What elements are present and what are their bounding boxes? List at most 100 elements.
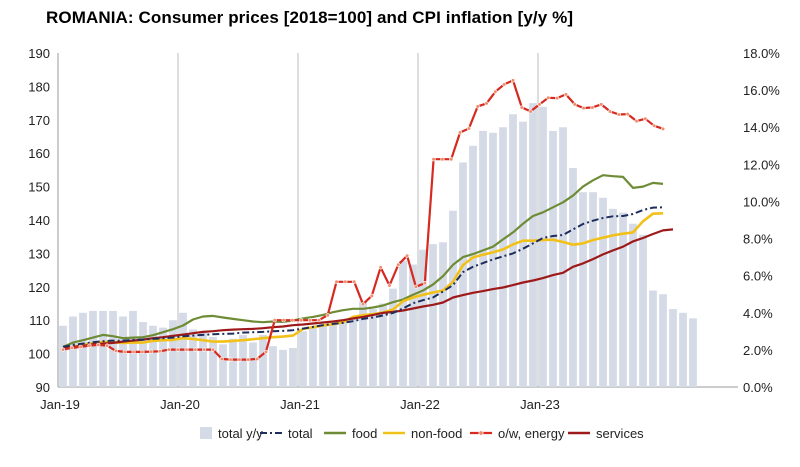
y-left-tick-label: 140 [28, 213, 50, 228]
bar-total-yy [519, 121, 527, 388]
energy-marker [96, 342, 101, 348]
energy-marker [316, 318, 321, 323]
energy-marker [625, 112, 630, 117]
bar-total-yy [399, 260, 407, 387]
energy-marker [131, 349, 136, 355]
legend-item-5-label: o/w, energy [498, 426, 565, 441]
bar-total-yy [229, 338, 237, 387]
x-tick-label: Jan-22 [400, 397, 440, 412]
energy-marker [449, 157, 454, 162]
y-right-tick-label: 8.0% [743, 232, 773, 247]
bar-total-yy [349, 318, 357, 387]
energy-marker [255, 356, 260, 362]
y-left-tick-label: 190 [28, 46, 50, 61]
bar-total-yy [189, 329, 197, 387]
bar-total-yy [619, 212, 627, 387]
y-right-tick-label: 2.0% [743, 343, 773, 358]
legend-item-4-label: non-food [411, 426, 462, 441]
y-left-tick-label: 100 [28, 347, 50, 362]
energy-marker [431, 157, 436, 162]
bar-total-yy [59, 325, 67, 387]
energy-marker [519, 105, 524, 110]
bar-total-yy [419, 249, 427, 387]
energy-marker [581, 106, 586, 111]
energy-marker [599, 102, 604, 107]
energy-marker [272, 318, 277, 323]
energy-marker [299, 318, 304, 323]
energy-marker [466, 126, 471, 131]
series-food-line [62, 174, 664, 348]
energy-marker [184, 347, 189, 352]
y-right-tick-label: 6.0% [743, 269, 773, 284]
bar-total-yy [459, 162, 467, 387]
energy-marker [660, 126, 666, 131]
energy-marker [643, 116, 648, 121]
bar-total-yy [489, 132, 497, 387]
x-tick-label: Jan-21 [280, 397, 320, 412]
energy-marker [387, 283, 392, 288]
x-tick-label: Jan-20 [160, 397, 200, 412]
bar-total-yy [659, 294, 667, 387]
bar-total-yy [649, 290, 657, 387]
bar-total-yy [389, 288, 397, 387]
energy-marker [60, 347, 66, 352]
bar-total-yy [99, 310, 107, 387]
energy-marker [563, 92, 569, 97]
bar-total-yy [439, 242, 447, 387]
bar-total-yy [409, 264, 417, 387]
energy-marker [140, 349, 145, 355]
y-right-tick-label: 10.0% [743, 194, 780, 209]
energy-marker [228, 357, 233, 362]
bar-total-yy [329, 323, 337, 387]
y-left-tick-label: 130 [28, 246, 50, 261]
bar-total-yy [549, 130, 557, 387]
energy-marker [219, 356, 224, 362]
bar-total-yy [669, 309, 677, 387]
energy-marker [202, 347, 207, 352]
y-left-tick-label: 120 [28, 280, 50, 295]
energy-marker [237, 357, 242, 362]
energy-marker [652, 123, 657, 128]
energy-marker [634, 119, 639, 124]
y-left-tick-label: 180 [28, 79, 50, 94]
bar-total-yy [479, 130, 487, 387]
energy-marker [484, 101, 489, 106]
bar-total-yy [569, 168, 577, 387]
energy-marker [343, 279, 348, 284]
legend-item-3-label: food [352, 426, 377, 441]
bar-total-yy [369, 309, 377, 387]
bar-total-yy [359, 301, 367, 387]
bar-total-yy [69, 316, 77, 387]
legend-item-5-marker [478, 430, 484, 436]
energy-marker [210, 347, 216, 352]
bar-total-yy [599, 197, 607, 387]
energy-marker [616, 112, 621, 117]
energy-marker [122, 349, 127, 355]
series-services-line [62, 228, 674, 350]
energy-marker [546, 95, 551, 100]
energy-marker [325, 313, 330, 318]
bar-total-yy [129, 310, 137, 387]
series-total-line [62, 206, 664, 348]
energy-marker [510, 78, 516, 83]
energy-marker [105, 343, 110, 348]
bar-total-yy [259, 335, 267, 387]
energy-marker [69, 345, 74, 351]
y-right-tick-label: 12.0% [743, 157, 780, 172]
energy-marker [528, 109, 533, 114]
energy-marker [352, 279, 357, 284]
energy-marker [502, 82, 507, 87]
bar-total-yy [609, 208, 617, 387]
energy-marker [422, 281, 427, 286]
legend-item-1-swatch [200, 427, 212, 439]
bar-total-yy [89, 310, 97, 387]
y-right-tick-label: 14.0% [743, 120, 780, 135]
bar-total-yy [319, 323, 327, 387]
y-left-tick-label: 160 [28, 146, 50, 161]
energy-marker [149, 349, 154, 354]
energy-marker [360, 302, 366, 307]
energy-marker [307, 318, 313, 323]
bar-total-yy [429, 244, 437, 387]
energy-marker [555, 95, 560, 101]
bar-total-yy [209, 336, 217, 387]
